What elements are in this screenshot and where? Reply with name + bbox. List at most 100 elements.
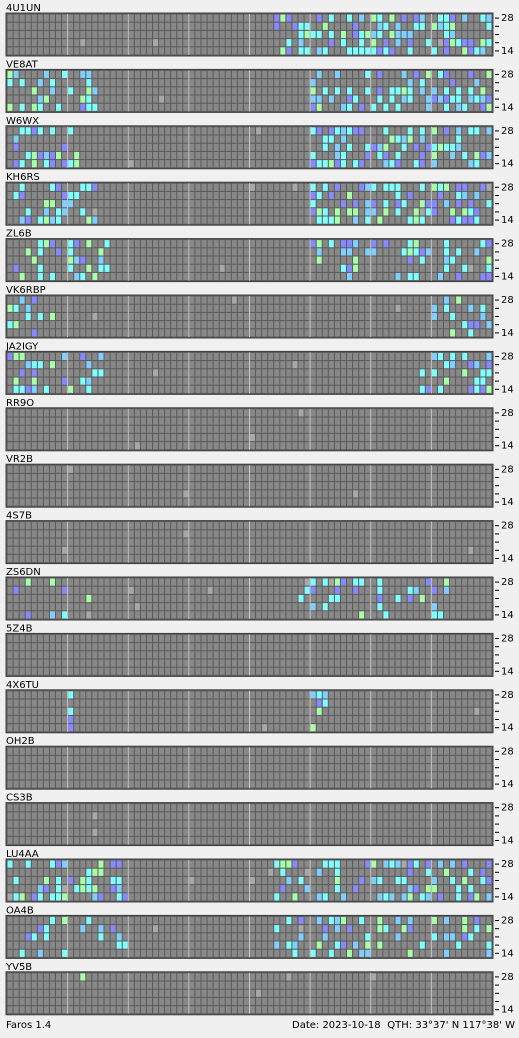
signal-cell xyxy=(237,586,243,594)
signal-cell xyxy=(365,208,371,216)
signal-cell xyxy=(256,312,262,321)
signal-cell xyxy=(413,409,419,417)
signal-cell xyxy=(328,603,334,611)
signal-cell xyxy=(486,409,492,417)
signal-cell xyxy=(437,498,443,506)
signal-cell xyxy=(7,409,13,417)
signal-cell xyxy=(347,135,353,143)
signal-cell xyxy=(80,594,86,603)
signal-cell xyxy=(171,578,177,586)
signal-cell xyxy=(195,425,201,433)
signal-cell xyxy=(262,264,268,272)
signal-cell xyxy=(25,135,31,143)
signal-cell xyxy=(274,248,280,256)
signal-cell xyxy=(195,47,201,55)
signal-cell xyxy=(219,151,225,160)
signal-cell xyxy=(116,659,122,667)
signal-cell xyxy=(456,208,462,216)
signal-cell xyxy=(425,143,431,151)
signal-cell xyxy=(213,409,219,417)
signal-cell xyxy=(13,200,19,208)
signal-cell xyxy=(286,473,292,482)
signal-cell xyxy=(7,200,13,208)
signal-cell xyxy=(407,498,413,506)
signal-cell xyxy=(322,409,328,417)
signal-cell xyxy=(110,659,116,667)
signal-cell xyxy=(219,183,225,191)
signal-cell xyxy=(286,651,292,659)
signal-cell xyxy=(347,352,353,361)
signal-cell xyxy=(68,30,74,39)
signal-cell xyxy=(298,473,304,482)
signal-cell xyxy=(225,352,231,361)
signal-cell xyxy=(140,103,146,111)
signal-cell xyxy=(68,329,74,337)
signal-cell xyxy=(49,473,55,482)
signal-cell xyxy=(7,369,13,377)
signal-cell xyxy=(201,95,207,103)
signal-cell xyxy=(189,409,195,417)
signal-cell xyxy=(334,651,340,659)
signal-cell xyxy=(231,329,237,337)
signal-cell xyxy=(437,160,443,168)
signal-cell xyxy=(328,312,334,321)
signal-cell xyxy=(419,30,425,39)
signal-cell xyxy=(268,79,274,87)
signal-cell xyxy=(43,216,49,224)
signal-cell xyxy=(110,377,116,385)
signal-cell xyxy=(322,208,328,216)
signal-cell xyxy=(274,87,280,95)
signal-cell xyxy=(171,127,177,135)
signal-cell xyxy=(195,490,201,498)
signal-cell xyxy=(328,79,334,87)
signal-cell xyxy=(407,634,413,643)
signal-cell xyxy=(86,433,92,442)
signal-cell xyxy=(474,191,480,200)
signal-cell xyxy=(92,530,98,538)
signal-cell xyxy=(395,312,401,321)
signal-cell xyxy=(213,103,219,111)
signal-cell xyxy=(219,256,225,264)
signal-cell xyxy=(256,433,262,442)
signal-cell xyxy=(122,304,128,312)
signal-cell xyxy=(304,490,310,498)
signal-cell xyxy=(165,554,171,563)
signal-cell xyxy=(425,329,431,337)
signal-cell xyxy=(280,498,286,506)
signal-cell xyxy=(43,95,49,103)
signal-cell xyxy=(177,594,183,603)
signal-cell xyxy=(213,127,219,135)
signal-cell xyxy=(183,603,189,611)
signal-cell xyxy=(486,208,492,216)
signal-cell xyxy=(122,417,128,425)
signal-cell xyxy=(92,651,98,659)
band-label-bottom: 14 xyxy=(501,384,514,395)
signal-cell xyxy=(456,473,462,482)
signal-cell xyxy=(128,240,134,248)
signal-cell xyxy=(371,127,377,135)
signal-cell xyxy=(231,643,237,651)
signal-cell xyxy=(407,473,413,482)
signal-cell xyxy=(19,160,25,168)
signal-cell xyxy=(401,442,407,450)
signal-cell xyxy=(13,304,19,312)
signal-cell xyxy=(450,425,456,433)
signal-cell xyxy=(377,312,383,321)
signal-cell xyxy=(207,546,213,554)
signal-cell xyxy=(62,369,68,377)
signal-cell xyxy=(310,256,316,264)
signal-cell xyxy=(389,87,395,95)
signal-cell xyxy=(395,473,401,482)
signal-cell xyxy=(86,70,92,79)
signal-cell xyxy=(128,39,134,47)
signal-cell xyxy=(328,200,334,208)
signal-cell xyxy=(140,578,146,586)
signal-cell xyxy=(425,482,431,490)
signal-cell xyxy=(250,498,256,506)
signal-cell xyxy=(189,361,195,369)
signal-cell xyxy=(413,667,419,675)
signal-cell xyxy=(371,611,377,619)
signal-cell xyxy=(68,143,74,151)
signal-cell xyxy=(395,304,401,312)
signal-cell xyxy=(395,272,401,281)
